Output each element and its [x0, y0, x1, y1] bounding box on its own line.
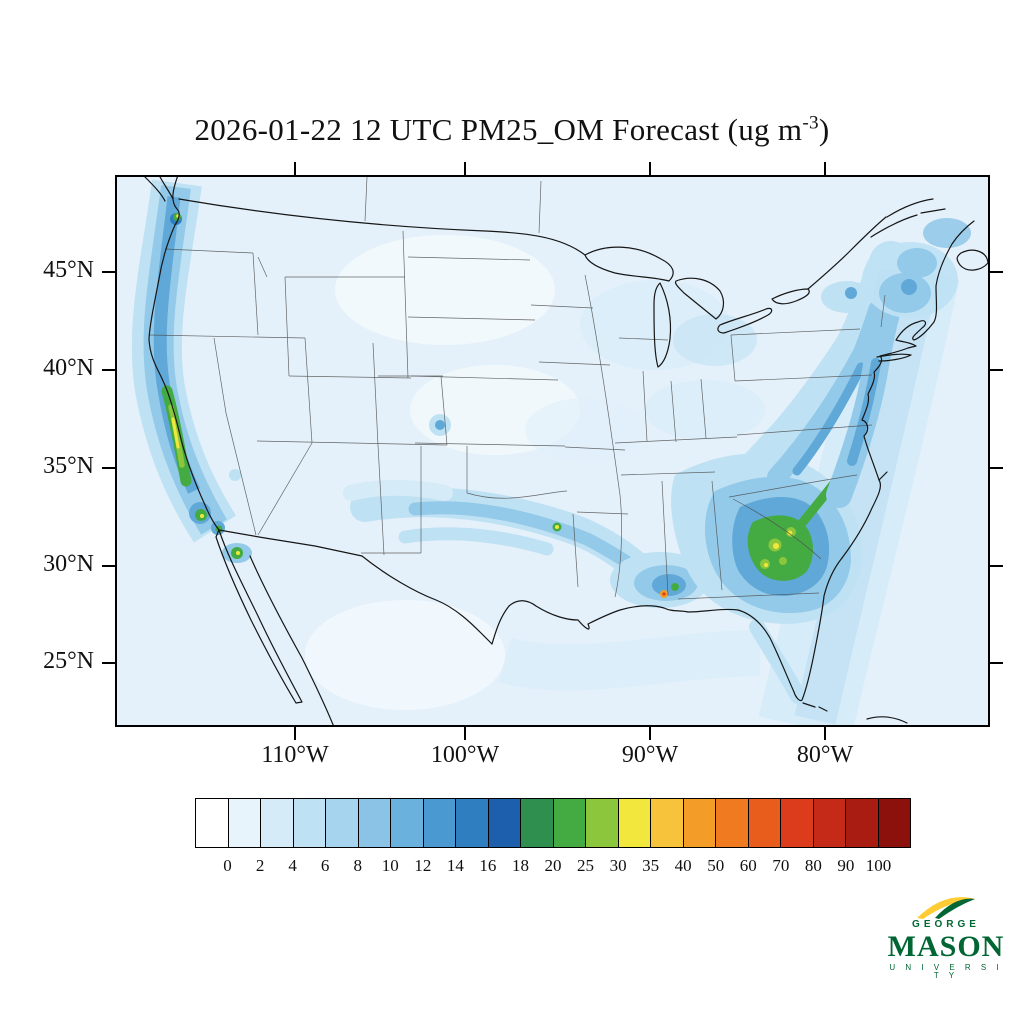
gmu-logo-swoosh-icon [917, 897, 975, 919]
lat-tick-right [990, 369, 1003, 371]
forecast-map-panel [115, 175, 990, 727]
gmu-logo: GEORGE MASON U N I V E R S I T Y [886, 893, 1006, 981]
colorbar-cell [521, 799, 554, 847]
colorbar-cell [716, 799, 749, 847]
colorbar-tick-label: 30 [609, 856, 627, 875]
colorbar-tick-label: 0 [223, 856, 232, 875]
lat-tick-right [990, 662, 1003, 664]
colorbar-tick-label: 70 [772, 856, 790, 875]
colorbar-tick-label: 8 [353, 856, 362, 875]
colorbar-cell [748, 799, 781, 847]
coastline [144, 175, 989, 727]
lat-tick-right [990, 271, 1003, 273]
colorbar-tick-label: 100 [865, 856, 892, 875]
lon-tick-label: 80°W [796, 742, 854, 768]
lon-tick-label: 110°W [261, 742, 329, 768]
gmu-logo-george: GEORGE [912, 919, 980, 930]
lat-tick-left [102, 565, 115, 567]
colorbar-cell [813, 799, 846, 847]
lon-tick-bottom [294, 727, 296, 740]
colorbar-cell [781, 799, 814, 847]
lat-tick-label: 35°N [43, 453, 94, 479]
lat-tick-right [990, 467, 1003, 469]
colorbar-tick-label: 16 [479, 856, 497, 875]
colorbar-tick-label: 10 [381, 856, 399, 875]
colorbar-tick-label: 80 [804, 856, 822, 875]
lon-tick-top [464, 162, 466, 175]
colorbar-cell [456, 799, 489, 847]
colorbar-cell [488, 799, 521, 847]
colorbar-tick-label: 25 [577, 856, 595, 875]
lon-tick-top [824, 162, 826, 175]
colorbar-cell [423, 799, 456, 847]
lon-tick-bottom [464, 727, 466, 740]
colorbar-tick-label: 4 [288, 856, 297, 875]
colorbar-tick-label: 12 [414, 856, 432, 875]
colorbar-cell [553, 799, 586, 847]
lat-tick-label: 45°N [43, 257, 94, 283]
colorbar-cell [878, 799, 910, 847]
colorbar-cell [293, 799, 326, 847]
plot-title-suffix: ) [818, 112, 830, 147]
colorbar-tick-label: 60 [739, 856, 757, 875]
colorbar-cell [683, 799, 716, 847]
lat-tick-left [102, 369, 115, 371]
colorbar-tick-label: 14 [446, 856, 464, 875]
lat-tick-left [102, 662, 115, 664]
colorbar-tick-label: 35 [642, 856, 660, 875]
colorbar-tick-label: 90 [837, 856, 855, 875]
colorbar [195, 798, 911, 848]
colorbar-tick-label: 18 [511, 856, 529, 875]
colorbar-cell [261, 799, 294, 847]
state-borders [148, 176, 886, 600]
lat-tick-label: 25°N [43, 648, 94, 674]
gmu-logo-mason: MASON [887, 929, 1005, 963]
lon-tick-bottom [824, 727, 826, 740]
colorbar-cell [391, 799, 424, 847]
lat-tick-label: 40°N [43, 355, 94, 381]
forecast-map-svg [115, 175, 990, 727]
lon-tick-bottom [649, 727, 651, 740]
colorbar-cell [196, 799, 229, 847]
colorbar-cell [651, 799, 684, 847]
lon-tick-label: 90°W [621, 742, 679, 768]
colorbar-cell [358, 799, 391, 847]
lat-tick-label: 30°N [43, 551, 94, 577]
colorbar-tick-label: 20 [544, 856, 562, 875]
colorbar-tick-label: 6 [320, 856, 330, 875]
gmu-logo-university: U N I V E R S I T Y [889, 963, 1003, 981]
colorbar-cell [326, 799, 359, 847]
colorbar-cell [228, 799, 261, 847]
lat-tick-left [102, 271, 115, 273]
lon-tick-top [649, 162, 651, 175]
contour-fills [131, 179, 971, 727]
colorbar-tick-label: 40 [674, 856, 692, 875]
plot-title-superscript: -3 [802, 112, 819, 134]
plot-title-text: 2026-01-22 12 UTC PM25_OM Forecast (ug m [194, 112, 803, 147]
colorbar-cell [846, 799, 879, 847]
colorbar-tick-label: 50 [707, 856, 725, 875]
lon-tick-label: 100°W [430, 742, 500, 768]
lon-tick-top [294, 162, 296, 175]
lat-tick-right [990, 565, 1003, 567]
colorbar-tick-label: 2 [255, 856, 265, 875]
colorbar-cell [586, 799, 619, 847]
lat-tick-left [102, 467, 115, 469]
plot-title: 2026-01-22 12 UTC PM25_OM Forecast (ug m… [0, 112, 1024, 148]
colorbar-cell [618, 799, 651, 847]
